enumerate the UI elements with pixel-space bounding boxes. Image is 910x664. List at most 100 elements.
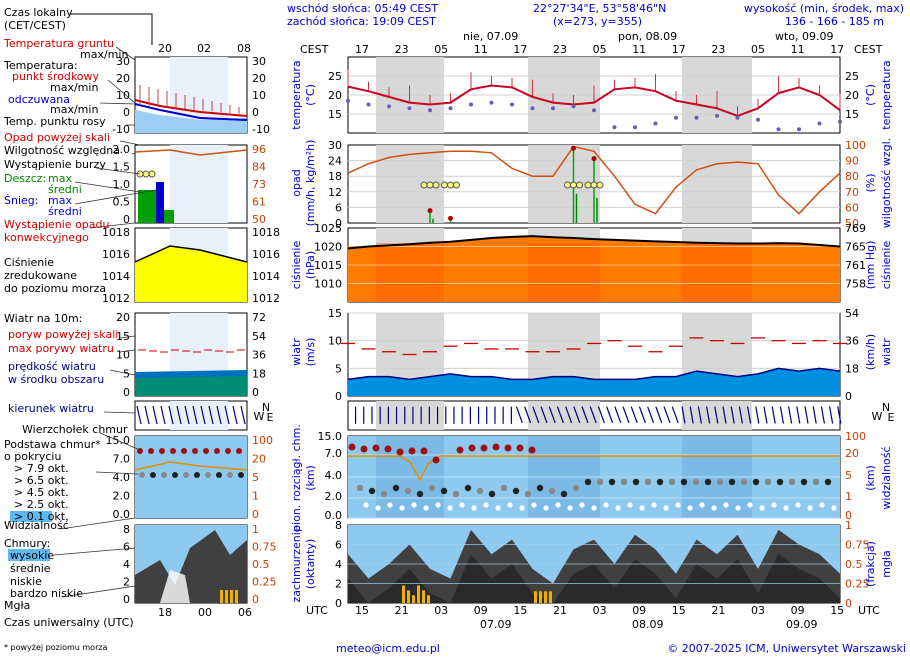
mini-press-ytick-left-2: 1014 bbox=[102, 270, 130, 283]
cloud-base-low-22 bbox=[627, 502, 633, 508]
cloud-base-1 bbox=[368, 487, 376, 495]
mini-press-ytick-right-2: 1014 bbox=[252, 270, 280, 283]
utc-right: UTC bbox=[858, 604, 880, 617]
legend-okt-2: > 6.5 okt. bbox=[14, 474, 69, 487]
cloud-base-low-30 bbox=[723, 502, 729, 508]
cloud-ytick-left-4: 0.0 bbox=[325, 509, 343, 522]
cloud-base-21 bbox=[608, 478, 616, 486]
mini-wind-arrow-10 bbox=[216, 405, 222, 425]
dew-point-1 bbox=[366, 102, 371, 107]
wind-ytick-left-0: 15 bbox=[328, 307, 342, 320]
utc-left: UTC bbox=[306, 604, 328, 617]
x-ticks-cest: 17 23 05 11 17 23 05 11 17 23 05 11 17 bbox=[355, 43, 844, 56]
legend-rain: Deszcz: bbox=[4, 172, 46, 185]
legend-pressure: Ciśnienie bbox=[4, 256, 54, 269]
dew-point-21 bbox=[776, 127, 781, 132]
legend-mid-point: punkt środkowy bbox=[12, 70, 100, 83]
legend-conv: Wystąpienie opadu bbox=[4, 218, 109, 231]
dew-point-18 bbox=[715, 113, 719, 118]
night-band-4-0 bbox=[376, 401, 444, 430]
cloud-base-low-18 bbox=[579, 502, 585, 508]
x-tick-cest-2: 05 bbox=[434, 43, 448, 56]
mini-wind-arrow-7 bbox=[192, 405, 198, 425]
email-link[interactable]: meteo@icm.edu.pl bbox=[336, 642, 440, 655]
mini-cloud-top-4 bbox=[181, 448, 187, 454]
cover-very-low-area bbox=[348, 554, 840, 603]
legend-pointer-18 bbox=[61, 585, 136, 598]
legend-pointer-13 bbox=[103, 411, 136, 414]
dew-point-15 bbox=[653, 121, 658, 126]
dew-point-14 bbox=[633, 125, 637, 130]
cloud-base-low-34 bbox=[771, 502, 777, 508]
precip-above-12 bbox=[591, 156, 597, 162]
press-ytick-left-0: 1025 bbox=[314, 222, 342, 235]
wind-ytick-right-3: 0 bbox=[845, 390, 852, 403]
pressure-night-0 bbox=[376, 243, 444, 302]
cloud-base-low-36 bbox=[795, 502, 801, 508]
wind-arrow-38 bbox=[663, 406, 671, 424]
cloud-base-low-14 bbox=[531, 502, 537, 508]
wind-arrow-20 bbox=[515, 406, 523, 424]
svg-text:meteo@icm.edu.pl: meteo@icm.edu.pl bbox=[336, 642, 440, 655]
mini-precip-ytick-right-3: 61 bbox=[252, 196, 266, 209]
legend-temperature: Temperatura: bbox=[3, 59, 78, 72]
x-tick-utc-11: 09 bbox=[791, 604, 805, 617]
temp-ytick-left-0: 25 bbox=[328, 70, 342, 83]
night-band-4-1 bbox=[528, 401, 600, 430]
wind-arrow-31 bbox=[606, 406, 614, 424]
cloud-axis-title: pion. rozciągł. chm. bbox=[290, 424, 303, 532]
legend-snow-mean: średni bbox=[48, 205, 82, 218]
legend-okt-3: > 4.5 okt. bbox=[14, 486, 69, 499]
day-label-2: pon, 08.09 bbox=[618, 30, 677, 43]
cloud-base-7 bbox=[440, 487, 448, 495]
humid-axis-title: wilgotność wzgl. bbox=[880, 138, 893, 228]
mini-rain-bar bbox=[138, 190, 156, 223]
cloud-base-low-35 bbox=[783, 505, 789, 511]
mini-cloud-base-6 bbox=[205, 472, 211, 478]
mini-cloud-top-7 bbox=[214, 448, 220, 454]
legend-conv-2: konwekcyjnego bbox=[4, 231, 89, 244]
footnote: * powyżej poziomu morza bbox=[4, 643, 108, 652]
wind-arrow-54 bbox=[796, 406, 801, 424]
cloud-base-20 bbox=[596, 478, 604, 486]
mini-utc-06: 06 bbox=[238, 606, 252, 619]
legend-clouds: Chmury: bbox=[4, 537, 50, 550]
legend-pointer-14 bbox=[99, 432, 141, 451]
bottom-day-1: 07.09 bbox=[480, 618, 512, 631]
wind-arrow-32 bbox=[614, 406, 622, 424]
mini-cloud-ytick-left-1: 7.0 bbox=[113, 453, 131, 466]
fog-bar-2 bbox=[412, 595, 415, 603]
wind-arrow-11 bbox=[445, 406, 447, 424]
press-axis-unit-r: (mm Hg) bbox=[864, 241, 877, 290]
precip-ytick-right-0: 100 bbox=[845, 139, 866, 152]
wind-arrow-46 bbox=[730, 406, 735, 424]
mini-cover-ytick-right-0: 1 bbox=[252, 523, 259, 536]
mini-cloud-ytick-right-2: 5 bbox=[252, 471, 259, 484]
legend-low: niskie bbox=[10, 575, 42, 588]
cloud-top-11 bbox=[492, 443, 500, 451]
wind-arrow-23 bbox=[540, 406, 548, 424]
x-tick-utc-9: 21 bbox=[711, 604, 725, 617]
precip-ytick-left-3: 12 bbox=[328, 186, 342, 199]
mini-fog-bar-1 bbox=[225, 590, 228, 603]
x-tick-utc-12: 15 bbox=[830, 604, 844, 617]
legend-pointer-8 bbox=[74, 189, 157, 205]
cloud-axis-unit: (km) bbox=[304, 465, 317, 491]
storm-marker-5-2 bbox=[453, 181, 460, 189]
legend-mid: średnie bbox=[10, 562, 51, 575]
x-tick-cest-3: 11 bbox=[474, 43, 488, 56]
legend-pointer-1 bbox=[107, 79, 136, 104]
temp-axis-unit-r: (°C) bbox=[864, 84, 877, 106]
mini-wind-ytick-left-1: 15 bbox=[116, 330, 130, 343]
press-axis-title: ciśnienie bbox=[290, 241, 303, 290]
wind-line bbox=[347, 367, 841, 381]
legend-pointer-16 bbox=[59, 517, 136, 530]
mini-cloud-base-3 bbox=[172, 472, 178, 478]
cloud-base-low-10 bbox=[483, 502, 489, 508]
cover-ytick-left-3: 2 bbox=[335, 578, 342, 591]
mini-tick-20: 20 bbox=[158, 42, 172, 55]
cloud-base-low-27 bbox=[687, 505, 693, 511]
cover-axis-unit: (oktanty) bbox=[304, 539, 317, 590]
mini-precip-ytick-left-3: 0.5 bbox=[113, 196, 131, 209]
